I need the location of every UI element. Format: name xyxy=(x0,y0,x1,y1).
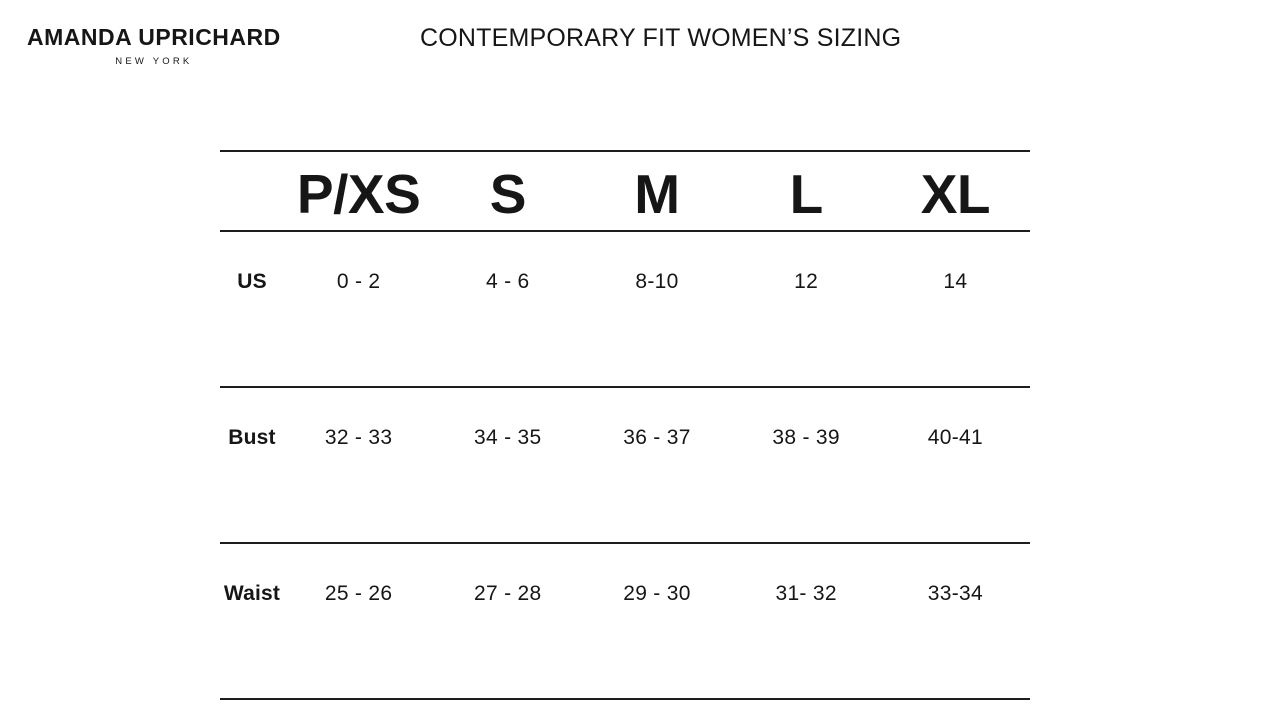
size-cell: 37 - 38 xyxy=(433,699,582,720)
table-row-bust: Bust 32 - 33 34 - 35 36 - 37 38 - 39 40-… xyxy=(220,387,1030,543)
size-cell: 14 xyxy=(943,270,968,293)
row-label: US xyxy=(237,270,267,293)
size-table: P/XS S M L XL US 0 - 2 4 - 6 8-10 12 14 … xyxy=(220,150,1030,720)
size-column-header: P/XS xyxy=(284,151,434,232)
row-label: Bust xyxy=(228,426,276,449)
size-cell: 12 xyxy=(794,270,819,293)
size-cell: 27 - 28 xyxy=(474,582,542,605)
table-row-hip: Hip 35 - 36 37 - 38 39 - 40 41 - 42 43-4… xyxy=(220,699,1030,720)
size-cell: 35 - 36 xyxy=(284,699,433,720)
size-column-header: S xyxy=(433,151,583,232)
table-row-waist: Waist 25 - 26 27 - 28 29 - 30 31- 32 33-… xyxy=(220,543,1030,699)
row-label: Waist xyxy=(223,582,281,605)
size-cell: 29 - 30 xyxy=(623,582,691,605)
size-cell: 31- 32 xyxy=(775,582,837,605)
size-cell: 36 - 37 xyxy=(623,426,691,449)
size-header-row: P/XS S M L XL xyxy=(220,151,1030,232)
size-cell: 32 - 33 xyxy=(324,426,393,449)
corner-cell xyxy=(220,151,284,232)
size-cell: 41 - 42 xyxy=(732,699,881,720)
brand-city: NEW YORK xyxy=(115,56,193,67)
page-title: CONTEMPORARY FIT WOMEN’S SIZING xyxy=(420,24,902,52)
size-cell: 40-41 xyxy=(927,426,983,449)
size-column-header: M xyxy=(582,151,732,232)
brand-name: AMANDA UPRICHARD xyxy=(27,24,281,50)
size-cell: 8-10 xyxy=(635,270,679,293)
size-cell: 38 - 39 xyxy=(772,426,840,449)
size-column-header: L xyxy=(731,151,881,232)
size-cell: 25 - 26 xyxy=(324,582,393,605)
table-row-us: US 0 - 2 4 - 6 8-10 12 14 xyxy=(220,231,1030,387)
size-cell: 39 - 40 xyxy=(582,699,731,720)
size-cell: 4 - 6 xyxy=(486,270,530,293)
size-column-header: XL xyxy=(880,151,1030,232)
size-cell: 33-34 xyxy=(927,582,983,605)
brand-logo: AMANDA UPRICHARD NEW YORK xyxy=(27,24,281,67)
size-cell: 43-44 xyxy=(881,699,1030,720)
row-label: Hip xyxy=(220,699,284,720)
size-cell: 0 - 2 xyxy=(336,270,381,293)
size-cell: 34 - 35 xyxy=(474,426,542,449)
